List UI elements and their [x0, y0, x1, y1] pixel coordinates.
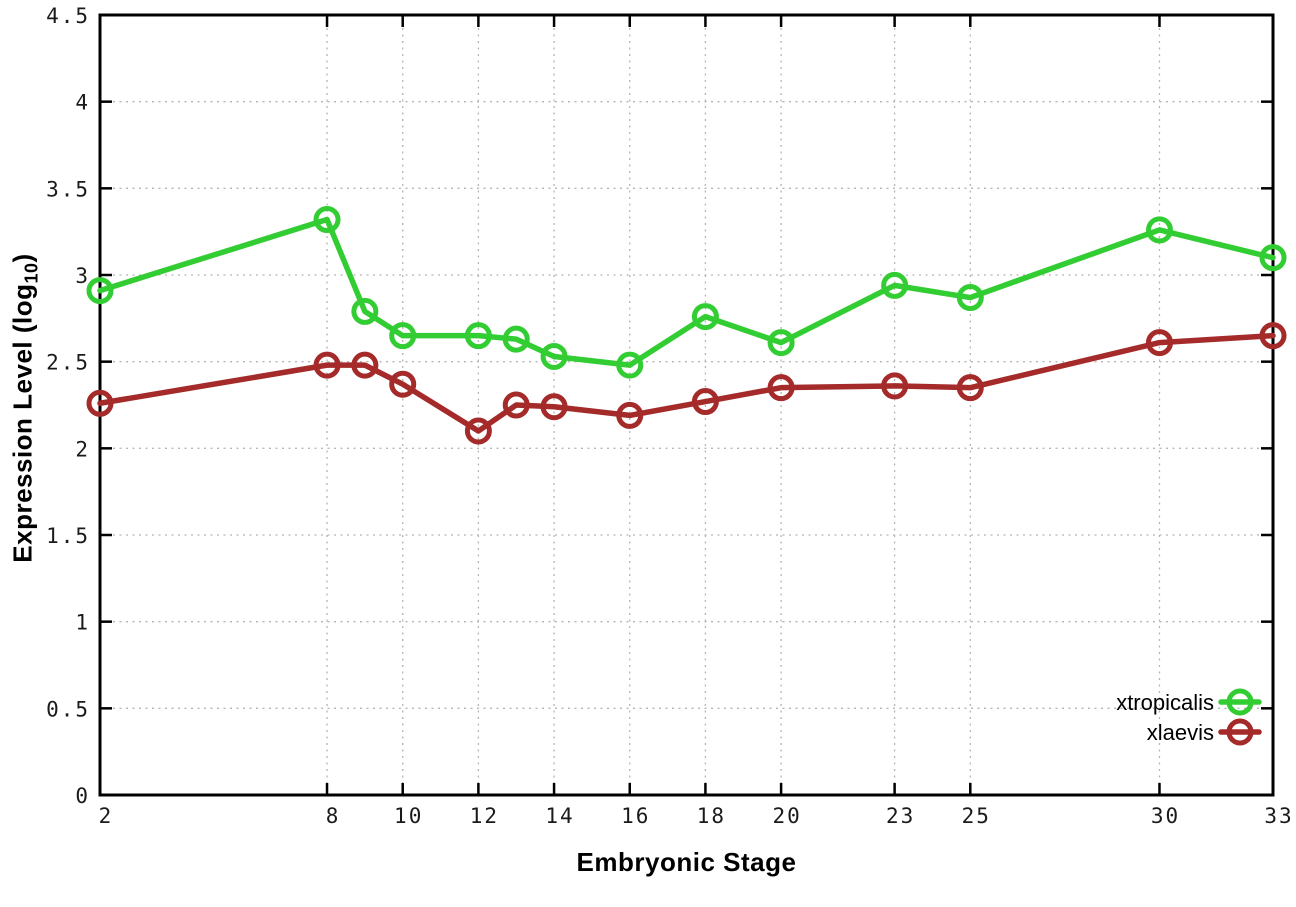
x-tick-label-20: 20 — [772, 804, 801, 828]
data-point-xtropicalis-stage-12 — [464, 322, 492, 350]
data-point-xlaevis-stage-12 — [464, 417, 492, 445]
y-tick-label-3.5: 3.5 — [46, 177, 90, 201]
x-tick-label-12: 12 — [470, 804, 499, 828]
data-point-xtropicalis-stage-14 — [540, 342, 568, 370]
y-tick-label-2.5: 2.5 — [46, 351, 90, 375]
x-tick-label-25: 25 — [962, 804, 991, 828]
data-point-xlaevis-stage-18 — [691, 388, 719, 416]
legend-label-xtropicalis: xtropicalis — [1116, 690, 1214, 715]
y-tick-label-4.5: 4.5 — [46, 4, 90, 28]
data-point-xlaevis-stage-14 — [540, 393, 568, 421]
y-tick-label-1.5: 1.5 — [46, 524, 90, 548]
data-point-xlaevis-stage-8 — [313, 351, 341, 379]
y-tick-label-2: 2 — [75, 437, 90, 461]
data-point-xtropicalis-stage-23 — [881, 271, 909, 299]
x-tick-label-2: 2 — [99, 804, 114, 828]
data-point-xlaevis-stage-13 — [502, 391, 530, 419]
y-axis-title-subscript: 10 — [21, 262, 42, 284]
y-tick-label-0.5: 0.5 — [46, 697, 90, 721]
legend-marker-xtropicalis — [1226, 688, 1254, 716]
x-tick-label-10: 10 — [394, 804, 423, 828]
y-tick-label-0: 0 — [75, 784, 90, 808]
data-point-xtropicalis-stage-16 — [616, 351, 644, 379]
data-point-xtropicalis-stage-13 — [502, 325, 530, 353]
data-point-xlaevis-stage-10 — [389, 370, 417, 398]
y-axis-title-suffix: ) — [7, 253, 38, 263]
data-point-xlaevis-stage-16 — [616, 401, 644, 429]
series-line-xtropicalis — [97, 216, 1276, 368]
data-point-xlaevis-stage-25 — [956, 374, 984, 402]
x-tick-label-18: 18 — [697, 804, 726, 828]
x-tick-label-33: 33 — [1264, 804, 1293, 828]
y-tick-label-1: 1 — [75, 611, 90, 635]
x-tick-label-16: 16 — [621, 804, 650, 828]
data-point-xtropicalis-stage-30 — [1145, 216, 1173, 244]
data-point-xtropicalis-stage-20 — [767, 329, 795, 357]
data-point-xlaevis-stage-23 — [881, 372, 909, 400]
series-line-xlaevis — [97, 332, 1276, 434]
legend-marker-xlaevis — [1226, 718, 1254, 746]
data-point-xtropicalis-stage-33 — [1259, 244, 1287, 272]
data-point-xlaevis-stage-9 — [351, 351, 379, 379]
x-axis-title: Embryonic Stage — [576, 847, 797, 877]
y-axis-title-text: Expression Level (log — [7, 283, 38, 563]
x-tick-label-30: 30 — [1151, 804, 1180, 828]
x-tick-label-14: 14 — [545, 804, 574, 828]
y-tick-label-4: 4 — [75, 91, 90, 115]
data-point-xlaevis-stage-33 — [1259, 322, 1287, 350]
data-point-xlaevis-stage-2 — [86, 389, 114, 417]
legend-label-xlaevis: xlaevis — [1147, 720, 1214, 745]
y-tick-label-3: 3 — [75, 264, 90, 288]
data-point-xlaevis-stage-30 — [1145, 329, 1173, 357]
data-point-xtropicalis-stage-2 — [86, 277, 114, 305]
y-axis-title: Expression Level (log10) — [7, 253, 42, 562]
data-point-xtropicalis-stage-9 — [351, 297, 379, 325]
data-point-xtropicalis-stage-25 — [956, 284, 984, 312]
data-point-xtropicalis-stage-8 — [313, 206, 341, 234]
data-point-xlaevis-stage-20 — [767, 374, 795, 402]
data-point-xtropicalis-stage-18 — [691, 303, 719, 331]
x-tick-label-8: 8 — [326, 804, 341, 828]
x-tick-label-23: 23 — [886, 804, 915, 828]
data-point-xtropicalis-stage-10 — [389, 322, 417, 350]
